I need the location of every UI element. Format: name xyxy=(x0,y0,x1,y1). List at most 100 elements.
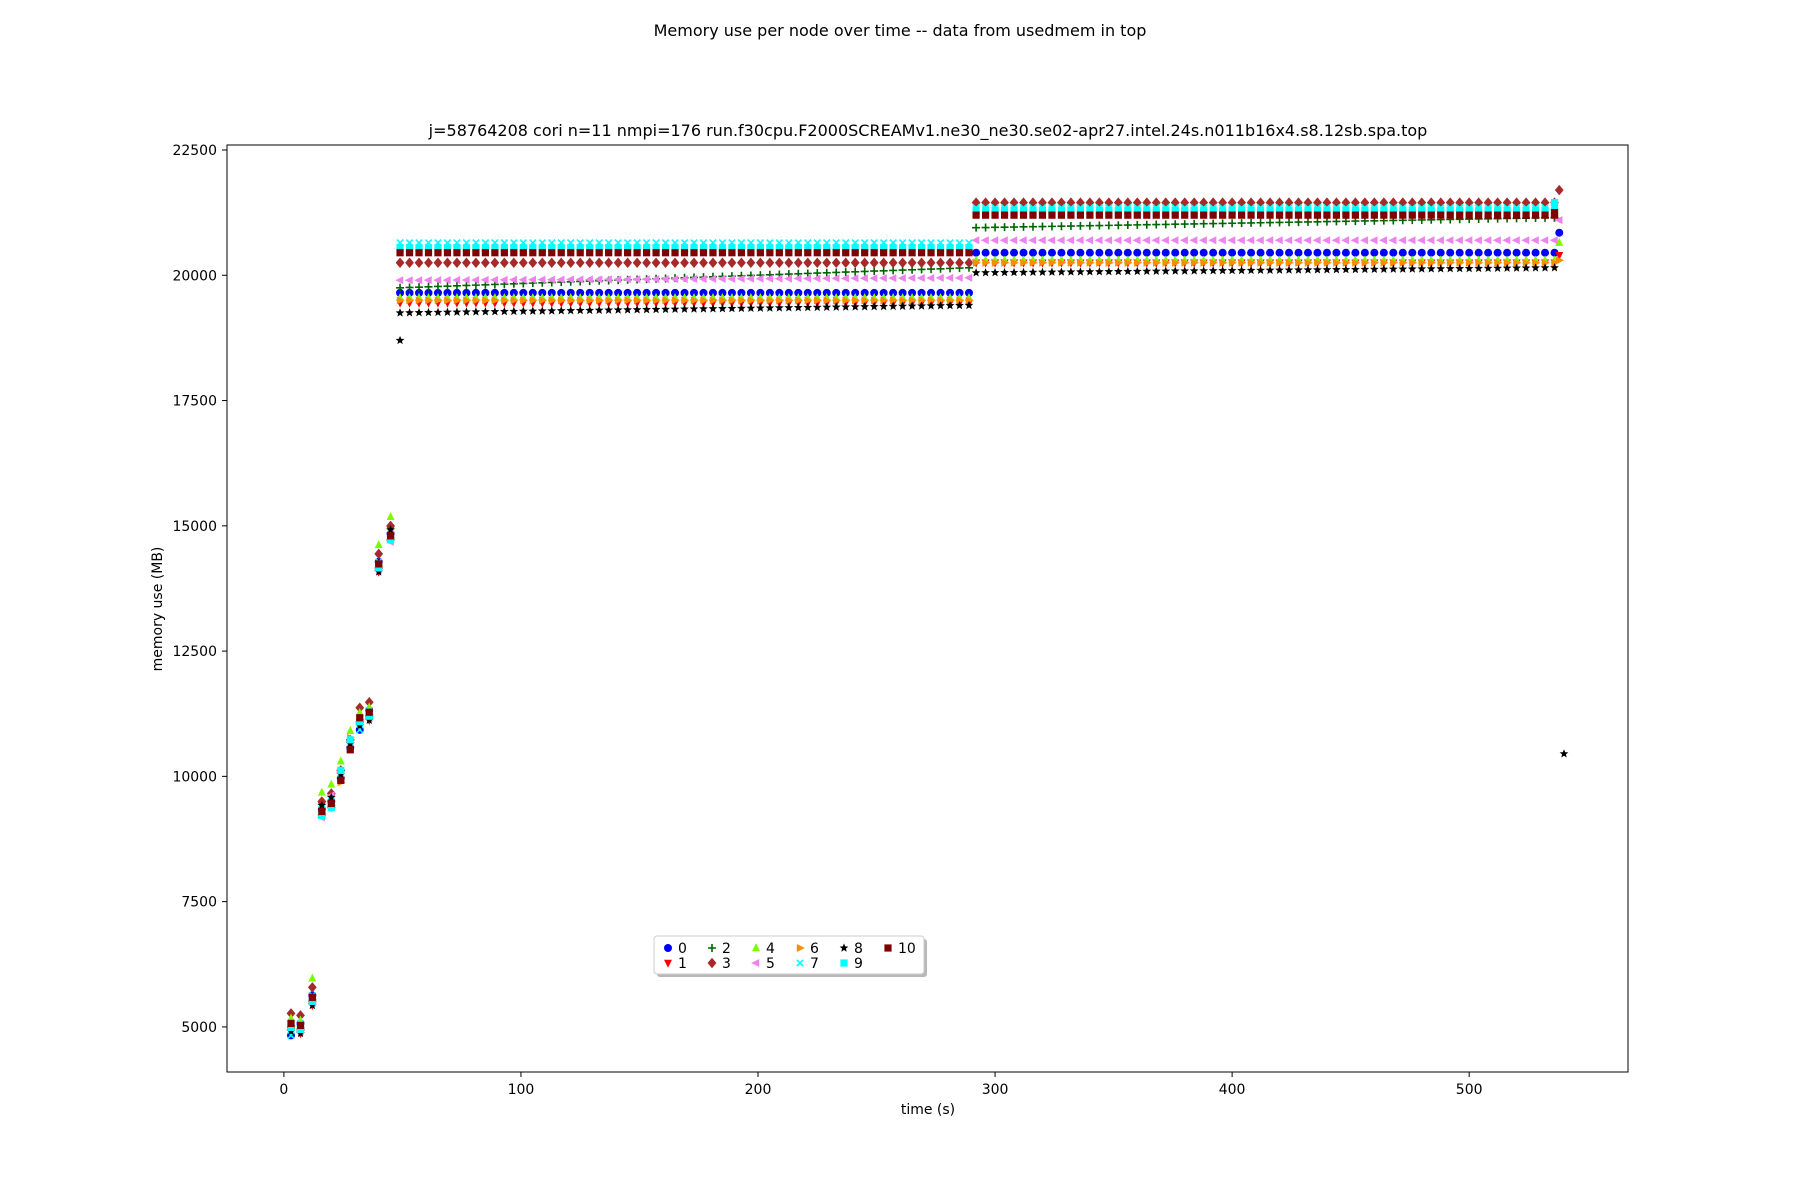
data-point xyxy=(1058,258,1067,267)
data-point xyxy=(1275,265,1284,274)
data-point xyxy=(965,249,973,257)
data-point xyxy=(1313,211,1322,219)
data-point xyxy=(1494,258,1503,267)
data-point xyxy=(981,248,990,257)
data-point xyxy=(708,288,717,297)
data-point xyxy=(1057,206,1066,214)
data-point xyxy=(490,288,499,297)
data-point xyxy=(1189,197,1199,208)
data-point xyxy=(1266,248,1275,257)
data-point xyxy=(1555,228,1564,237)
data-point xyxy=(1464,263,1474,273)
data-point xyxy=(1475,211,1483,219)
data-point xyxy=(1200,206,1208,214)
legend-marker xyxy=(707,957,717,969)
data-point xyxy=(1247,218,1256,227)
data-point xyxy=(1038,206,1047,214)
data-point xyxy=(775,249,783,257)
data-point xyxy=(1332,197,1341,208)
data-point xyxy=(842,296,851,305)
data-point xyxy=(472,244,480,252)
data-point xyxy=(1161,220,1170,229)
data-point xyxy=(444,296,453,305)
data-point xyxy=(879,266,888,275)
data-point xyxy=(1559,749,1569,758)
data-point xyxy=(981,206,990,214)
data-point xyxy=(1180,220,1189,229)
data-point xyxy=(709,296,718,305)
data-point xyxy=(971,268,981,277)
data-point xyxy=(386,525,395,534)
data-point xyxy=(442,276,451,285)
data-point xyxy=(1351,206,1359,214)
data-point xyxy=(1037,236,1046,245)
y-tick-label: 7500 xyxy=(181,895,217,911)
data-point xyxy=(1209,248,1218,257)
data-point xyxy=(1408,206,1416,214)
data-point xyxy=(1170,236,1179,245)
data-point xyxy=(1000,206,1009,214)
data-point xyxy=(804,249,812,257)
data-point xyxy=(395,335,405,345)
data-point xyxy=(575,257,585,268)
data-point xyxy=(317,800,327,810)
data-point xyxy=(1416,236,1425,245)
legend-label: 2 xyxy=(722,941,731,957)
data-point xyxy=(1066,236,1075,245)
data-point xyxy=(1333,258,1342,267)
data-point xyxy=(670,257,680,268)
data-point xyxy=(1352,258,1361,267)
data-point xyxy=(1360,248,1369,257)
data-point xyxy=(482,296,491,305)
data-point xyxy=(575,305,585,315)
data-point xyxy=(1483,263,1493,273)
data-point xyxy=(1503,211,1511,219)
data-point xyxy=(652,244,660,252)
data-point xyxy=(424,288,433,297)
data-point xyxy=(509,306,519,316)
data-point xyxy=(1285,258,1294,267)
data-point xyxy=(424,282,433,291)
data-point xyxy=(1493,197,1503,208)
legend-marker xyxy=(708,944,716,952)
data-point xyxy=(642,249,651,257)
data-point xyxy=(889,249,897,257)
data-point xyxy=(624,244,632,252)
data-point xyxy=(774,274,783,283)
data-point xyxy=(499,306,509,316)
data-point xyxy=(1285,218,1294,227)
data-point xyxy=(775,244,783,252)
data-point xyxy=(1360,197,1370,208)
data-point xyxy=(1397,236,1406,245)
data-point xyxy=(529,244,537,252)
data-point xyxy=(661,257,670,268)
y-tick-label: 20000 xyxy=(172,268,217,284)
data-point xyxy=(831,274,840,283)
data-point xyxy=(1094,236,1103,245)
data-point xyxy=(567,296,576,305)
data-point xyxy=(453,296,462,305)
data-point xyxy=(785,249,793,257)
data-point xyxy=(680,257,689,268)
data-point xyxy=(747,296,756,305)
data-point xyxy=(452,307,462,316)
data-point xyxy=(955,300,964,310)
data-point xyxy=(1039,258,1048,267)
data-point xyxy=(1142,248,1151,257)
data-point xyxy=(946,296,955,305)
data-point xyxy=(870,249,878,257)
data-point xyxy=(614,288,623,297)
data-point xyxy=(1512,211,1521,219)
data-point xyxy=(803,257,813,268)
data-point xyxy=(1554,184,1564,196)
data-point xyxy=(851,296,860,305)
data-point xyxy=(1341,236,1350,245)
data-point xyxy=(1018,236,1027,245)
data-point xyxy=(443,257,452,268)
data-point xyxy=(356,718,364,726)
data-point xyxy=(1001,258,1010,267)
data-point xyxy=(585,305,595,315)
data-point xyxy=(1086,211,1094,219)
data-point xyxy=(1407,236,1416,245)
data-point xyxy=(999,236,1008,245)
